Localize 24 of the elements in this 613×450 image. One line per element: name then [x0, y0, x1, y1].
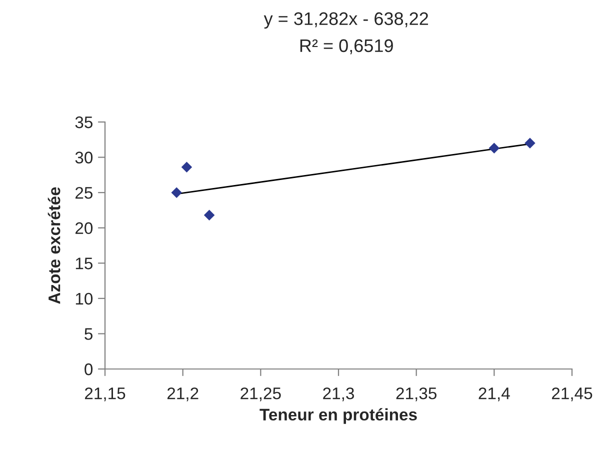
point	[181, 162, 192, 173]
y-axis-title: Azote excrétée	[48, 187, 60, 304]
y-tick-label: 30	[75, 152, 93, 164]
point	[488, 142, 500, 154]
x-axis-title: Teneur en protéines	[260, 408, 417, 424]
y-tick-label: 10	[76, 292, 93, 305]
x-tick-label: 21,4	[478, 387, 510, 402]
point	[171, 187, 182, 198]
y-tick-label: 5	[84, 328, 92, 340]
x-tick-label: 21,3	[323, 387, 354, 402]
y-tick-label: 35	[75, 116, 92, 128]
x-tick-label: 21,25	[240, 387, 281, 402]
text: y = 31,282x - 638,22	[264, 12, 428, 29]
y-tick-label: 15	[76, 258, 92, 270]
x-tick-label: 21,15	[84, 387, 126, 402]
x-tick-label: 21,45	[552, 387, 592, 402]
y-tick-label: 25	[75, 186, 92, 199]
point	[524, 138, 536, 149]
text: R² = 0,6519	[300, 39, 393, 54]
point	[204, 210, 215, 221]
y-tick-label: 0	[84, 363, 93, 376]
x-tick-label: 21,35	[396, 387, 436, 402]
y-tick-label: 20	[75, 222, 93, 234]
x-tick-label: 21,2	[167, 387, 198, 402]
